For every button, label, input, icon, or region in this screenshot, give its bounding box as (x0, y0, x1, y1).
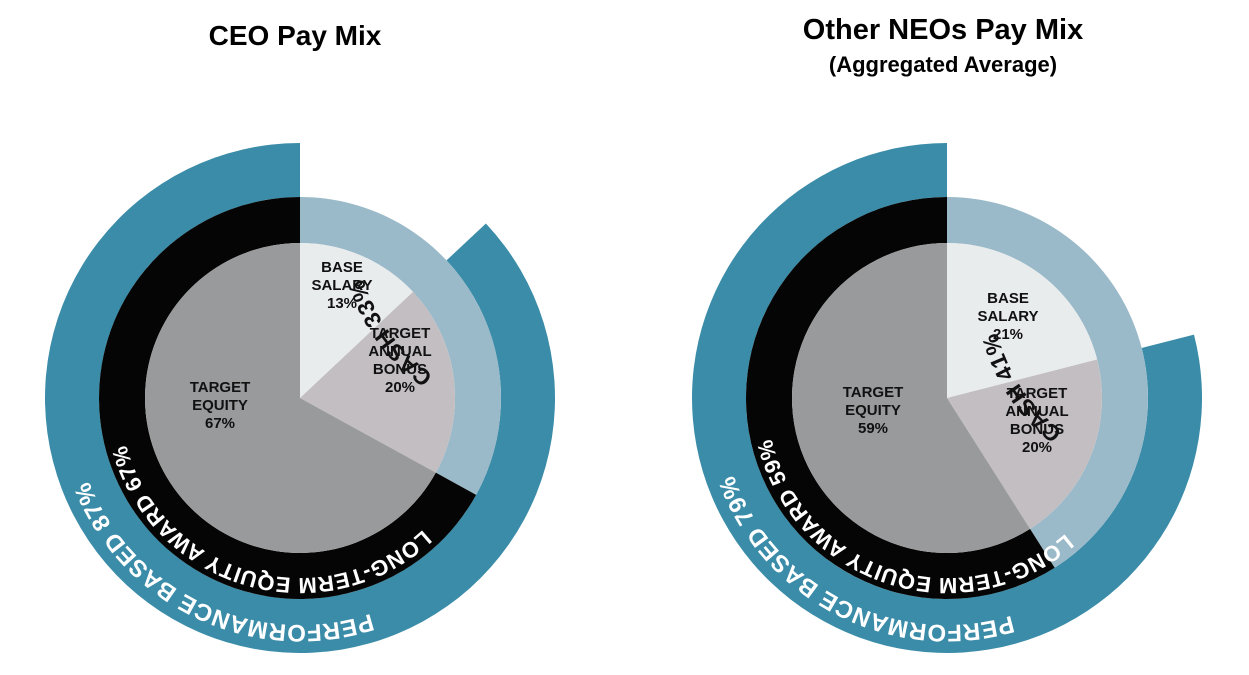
slice-label-target-annual-bonus: TARGET ANNUAL BONUS 20% (1005, 385, 1068, 456)
pie-slice-base-salary (947, 243, 1098, 398)
ceo-chart-title: CEO Pay Mix (208, 20, 382, 51)
pie-slice-target-annual-bonus (947, 359, 1102, 529)
pay-mix-chart-0: BASE SALARY 13% TARGET ANNUAL BONUS 20% TARGET E… (44, 143, 555, 654)
slice-label-base-salary: BASE SALARY 21% (977, 290, 1038, 343)
middle-ring-cash (947, 197, 1148, 568)
neo-chart-subtitle: (Aggregated Average) (828, 52, 1058, 77)
pay-mix-chart-1: BASE SALARY 21% TARGET ANNUAL BONUS 20% TARGET E… (691, 143, 1202, 653)
middle-ring-long-term-equity (745, 197, 1055, 599)
slice-label-base-salary: BASE SALARY 13% (311, 259, 372, 312)
pie-slice-target-annual-bonus (300, 291, 456, 473)
slice-label-target-equity: TARGET EQUITY 67% (190, 379, 251, 432)
slice-label-target-annual-bonus: TARGET ANNUAL BONUS 20% (368, 325, 431, 396)
pie-slice-target-equity (792, 243, 1031, 553)
pie-slice-target-equity (144, 243, 436, 553)
middle-ring-cash (300, 197, 501, 495)
pie-slice-base-salary (300, 243, 413, 398)
slice-label-target-equity: TARGET EQUITY 59% (843, 384, 904, 437)
neo-chart-title: Other NEOs Pay Mix (802, 14, 1084, 46)
